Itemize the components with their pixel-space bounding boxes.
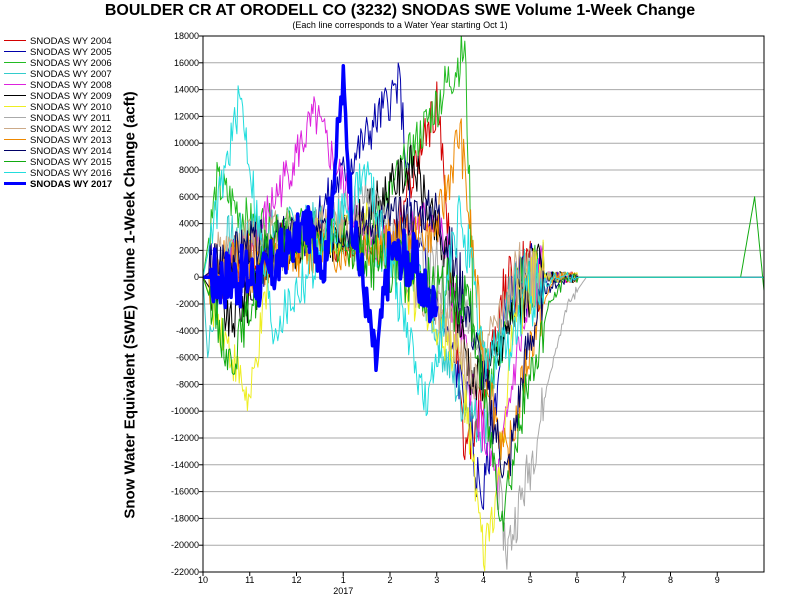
legend-swatch [4,116,26,118]
legend-swatch [4,149,26,151]
x-tick-label: 10 [198,575,208,585]
x-tick-label: 12 [291,575,301,585]
legend-label: SNODAS WY 2008 [30,80,112,91]
legend-item: SNODAS WY 2008 [4,80,164,91]
legend-swatch [4,181,26,185]
legend-swatch [4,94,26,96]
legend-label: SNODAS WY 2016 [30,168,112,179]
y-tick-label: 0 [194,272,199,282]
y-tick-label: -22000 [171,567,199,577]
y-tick-label: -2000 [176,299,199,309]
x-tick-label: 11 [245,575,254,585]
legend-swatch [4,61,26,63]
y-tick-label: 2000 [179,245,199,255]
legend-swatch [4,83,26,85]
legend-label: SNODAS WY 2017 [30,179,113,190]
y-tick-label: 18000 [174,31,199,41]
plot-frame [202,35,765,573]
legend-label: SNODAS WY 2013 [30,135,112,146]
series-line-snodas-wy-2005 [203,62,764,510]
legend-swatch [4,50,26,52]
legend-item: SNODAS WY 2012 [4,124,164,135]
legend-swatch [4,127,26,129]
legend-label: SNODAS WY 2004 [30,36,112,47]
y-tick-label: -4000 [176,326,199,336]
x-tick-label: 9 [715,575,720,585]
y-tick-label: 4000 [179,219,199,229]
legend-swatch [4,160,26,162]
legend-swatch [4,105,26,107]
legend-label: SNODAS WY 2005 [30,47,112,58]
legend-swatch [4,72,26,74]
y-tick-label: -18000 [171,513,199,523]
y-tick-label: -8000 [176,379,199,389]
legend-item: SNODAS WY 2011 [4,113,164,124]
legend-label: SNODAS WY 2010 [30,102,112,113]
x-tick-label: 1 [341,575,346,585]
series-line-snodas-wy-2008 [203,96,764,501]
series-line-snodas-wy-2017 [203,64,439,373]
legend-label: SNODAS WY 2006 [30,58,112,69]
y-tick-label: -6000 [176,353,199,363]
legend-item: SNODAS WY 2006 [4,58,164,69]
y-tick-label: -12000 [171,433,199,443]
x-tick-label: 4 [481,575,486,585]
y-tick-label: -16000 [171,487,199,497]
legend-item: SNODAS WY 2007 [4,69,164,80]
legend-item: SNODAS WY 2005 [4,47,164,58]
legend-label: SNODAS WY 2014 [30,146,112,157]
legend-swatch [4,138,26,140]
legend: SNODAS WY 2004 SNODAS WY 2005 SNODAS WY 20… [4,36,164,190]
legend-item: SNODAS WY 2010 [4,102,164,113]
y-tick-label: -20000 [171,540,199,550]
x-tick-label: 2 [387,575,392,585]
legend-swatch [4,39,26,41]
legend-label: SNODAS WY 2007 [30,69,112,80]
chart-subtitle: (Each line corresponds to a Water Year s… [292,20,508,30]
y-tick-label: 6000 [179,192,199,202]
legend-item: SNODAS WY 2017 [4,179,164,190]
legend-item: SNODAS WY 2013 [4,135,164,146]
legend-swatch [4,171,26,173]
legend-item: SNODAS WY 2009 [4,91,164,102]
x-tick-label: 8 [668,575,673,585]
y-tick-label: -14000 [171,460,199,470]
legend-label: SNODAS WY 2009 [30,91,112,102]
legend-item: SNODAS WY 2014 [4,146,164,157]
legend-item: SNODAS WY 2016 [4,168,164,179]
legend-label: SNODAS WY 2012 [30,124,112,135]
series-line-snodas-wy-2016 [203,85,764,417]
y-tick-label: 8000 [179,165,199,175]
legend-item: SNODAS WY 2004 [4,36,164,47]
x-year-label: 2017 [333,586,353,596]
chart-title: BOULDER CR AT ORODELL CO (3232) SNODAS S… [104,2,696,19]
legend-item: SNODAS WY 2015 [4,157,164,168]
x-tick-label: 3 [434,575,439,585]
x-tick-label: 7 [621,575,626,585]
y-tick-label: -10000 [171,406,199,416]
legend-label: SNODAS WY 2011 [30,113,111,124]
series-lines [203,36,764,572]
y-tick-label: 12000 [174,111,199,121]
legend-label: SNODAS WY 2015 [30,157,112,168]
x-tick-label: 5 [528,575,533,585]
y-tick-label: 10000 [174,138,199,148]
x-tick-label: 6 [574,575,579,585]
y-tick-label: 14000 [174,85,199,95]
y-tick-label: 16000 [174,58,199,68]
